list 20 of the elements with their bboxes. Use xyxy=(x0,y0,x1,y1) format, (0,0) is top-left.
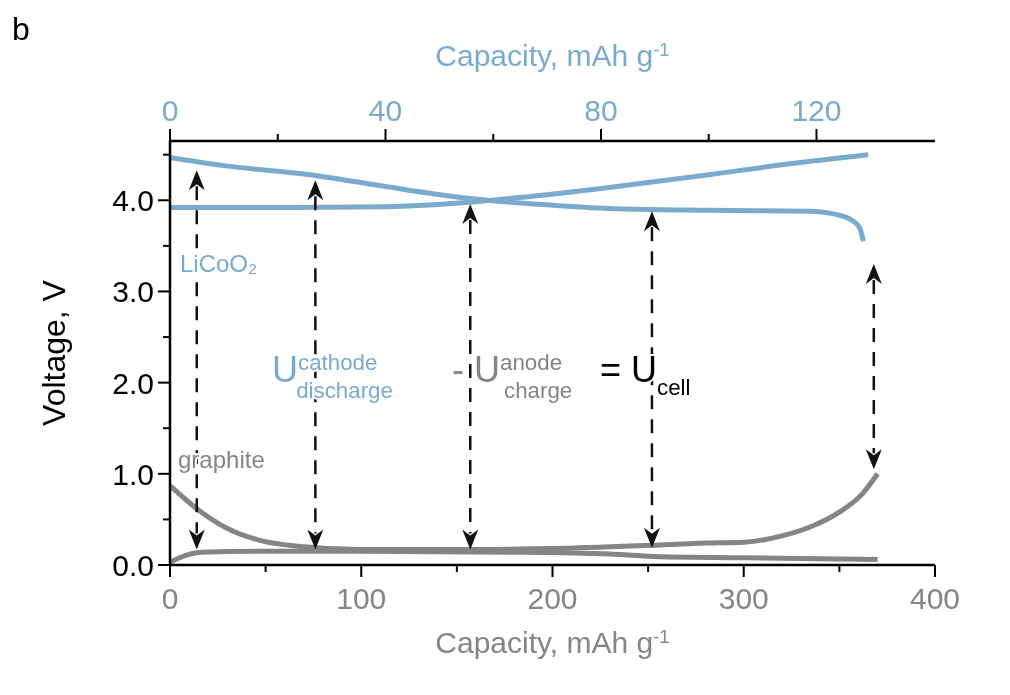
x-axis-title: Capacity, mAh g$^{-1}$ xyxy=(435,625,670,659)
annotation: = U$_{cell}$ xyxy=(600,349,691,400)
x2-tick-label: 80 xyxy=(584,94,618,127)
x2-axis-title: Capacity, mAh g$^{-1}$ xyxy=(435,38,670,72)
x-tick-label: 0 xyxy=(161,582,179,615)
x-tick-label: 200 xyxy=(527,582,578,615)
x2-tick-label: 120 xyxy=(791,94,842,127)
x-tick-label: 100 xyxy=(336,582,387,615)
y-tick-label: 4.0 xyxy=(112,184,154,218)
x2-tick-label: 40 xyxy=(368,94,403,127)
x-tick-label: 400 xyxy=(909,582,961,615)
y-tick-label: 0.0 xyxy=(112,549,154,582)
y-axis-title: Voltage, V xyxy=(36,279,72,426)
annotation: graphite xyxy=(178,446,265,473)
y-tick-label: 2.0 xyxy=(112,366,154,400)
text: b xyxy=(12,11,30,47)
y-tick-label: 1.0 xyxy=(112,457,154,491)
x2-tick-label: 0 xyxy=(161,94,179,127)
x-tick-label: 300 xyxy=(718,582,769,615)
y-tick-label: 3.0 xyxy=(112,275,154,309)
